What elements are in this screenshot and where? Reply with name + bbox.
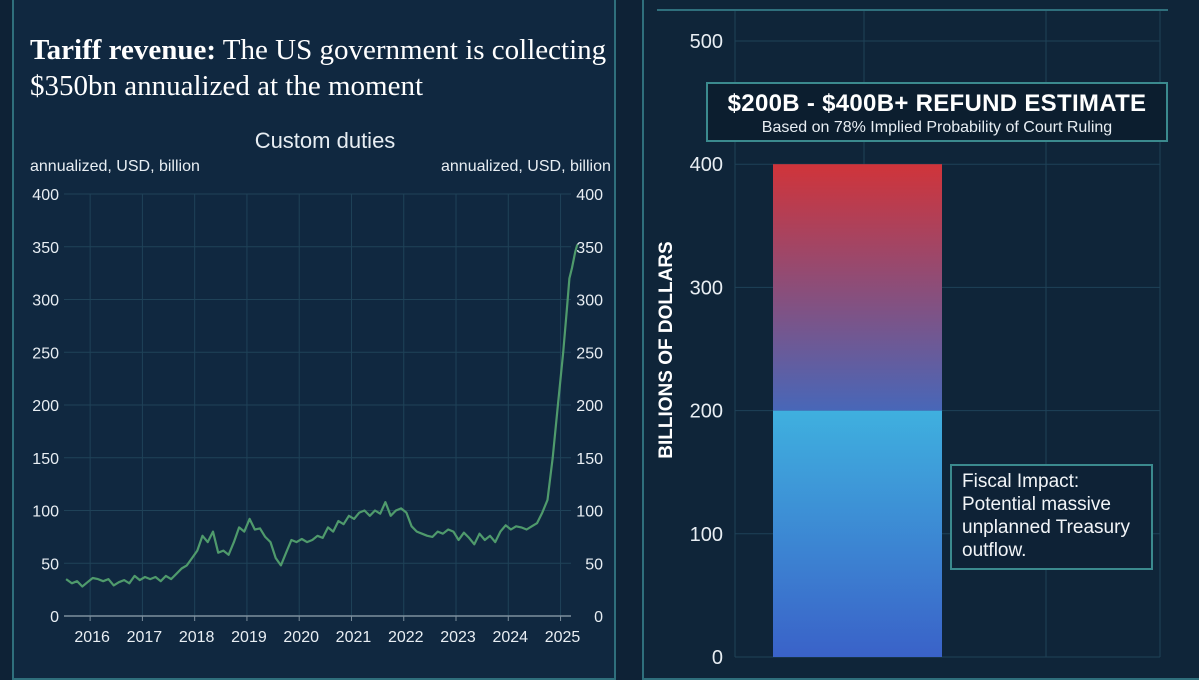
fiscal-line: outflow. bbox=[962, 540, 1027, 561]
title-rest: The US government is collecting $350bn a… bbox=[30, 34, 607, 102]
right-ytick-label: 350 bbox=[576, 240, 603, 257]
left-ytick-label: 0 bbox=[50, 609, 59, 626]
right-ytick-label: 400 bbox=[576, 187, 603, 204]
left-chart-ticks: 0 0 50 50 100 100 150 150 200 200 250 250 300 300 350 3… bbox=[32, 187, 603, 646]
left-xtick-label: 2024 bbox=[492, 629, 528, 646]
right-ytick-label: 200 bbox=[576, 398, 603, 415]
left-ytick-label: 200 bbox=[32, 398, 59, 415]
chart-title: Tariff revenue: The US government is col… bbox=[30, 32, 610, 104]
right-ytick-label: 300 bbox=[690, 277, 723, 299]
right-ytick-label: 250 bbox=[576, 345, 603, 362]
chart-subtitle: Custom duties bbox=[254, 128, 396, 153]
left-ytick-label: 150 bbox=[32, 451, 59, 468]
right-ytick-label: 0 bbox=[712, 647, 723, 669]
right-ytick-label: 500 bbox=[690, 31, 723, 53]
refund-subtitle: Based on 78% Implied Probability of Cour… bbox=[761, 119, 1113, 136]
right-ytick-label: 150 bbox=[576, 451, 603, 468]
right-ytick-label: 400 bbox=[690, 154, 723, 176]
fiscal-line: Potential massive bbox=[962, 494, 1111, 515]
fiscal-line: unplanned Treasury bbox=[962, 517, 1130, 538]
left-xtick-label: 2025 bbox=[545, 629, 581, 646]
left-xtick-label: 2022 bbox=[388, 629, 424, 646]
left-xtick-label: 2023 bbox=[440, 629, 476, 646]
left-ytick-label: 350 bbox=[32, 240, 59, 257]
left-ytick-label: 50 bbox=[41, 556, 59, 573]
right-chart-ticks: 0 100 200 300 400 500 bbox=[690, 31, 723, 669]
left-xtick-label: 2018 bbox=[179, 629, 215, 646]
right-ytick-label: 50 bbox=[585, 556, 603, 573]
right-ytick-label: 200 bbox=[690, 401, 723, 423]
refund-title: $200B - $400B+ REFUND ESTIMATE bbox=[727, 90, 1147, 117]
left-xtick-label: 2020 bbox=[283, 629, 319, 646]
left-xtick-label: 2019 bbox=[231, 629, 267, 646]
left-xtick-label: 2017 bbox=[127, 629, 163, 646]
left-xtick-label: 2021 bbox=[336, 629, 372, 646]
right-chart-bars bbox=[773, 164, 942, 657]
bar-low-estimate bbox=[773, 410, 942, 657]
left-ytick-label: 400 bbox=[32, 187, 59, 204]
fiscal-impact-annotation: Fiscal Impact: Potential massive unplann… bbox=[950, 464, 1153, 570]
left-axis-unit: annualized, USD, billion bbox=[30, 158, 200, 175]
left-ytick-label: 300 bbox=[32, 293, 59, 310]
title-bold: Tariff revenue: bbox=[30, 34, 217, 66]
right-ytick-label: 100 bbox=[690, 524, 723, 546]
right-chart-ylabel: BILLIONS OF DOLLARS bbox=[656, 241, 677, 458]
right-axis-unit: annualized, USD, billion bbox=[441, 158, 611, 175]
fiscal-line: Fiscal Impact: bbox=[962, 471, 1080, 492]
left-ytick-label: 250 bbox=[32, 345, 59, 362]
left-xtick-label: 2016 bbox=[74, 629, 110, 646]
left-panel bbox=[12, 0, 616, 680]
right-ytick-label: 0 bbox=[594, 609, 603, 626]
right-ytick-label: 100 bbox=[576, 504, 603, 521]
left-chart-line-group bbox=[65, 244, 579, 588]
right-ytick-label: 300 bbox=[576, 293, 603, 310]
custom-duties-line bbox=[65, 244, 579, 588]
left-chart-grid bbox=[64, 193, 571, 617]
refund-estimate-box: $200B - $400B+ REFUND ESTIMATE Based on … bbox=[706, 82, 1168, 142]
left-ytick-label: 100 bbox=[32, 504, 59, 521]
bar-high-estimate bbox=[773, 164, 942, 411]
